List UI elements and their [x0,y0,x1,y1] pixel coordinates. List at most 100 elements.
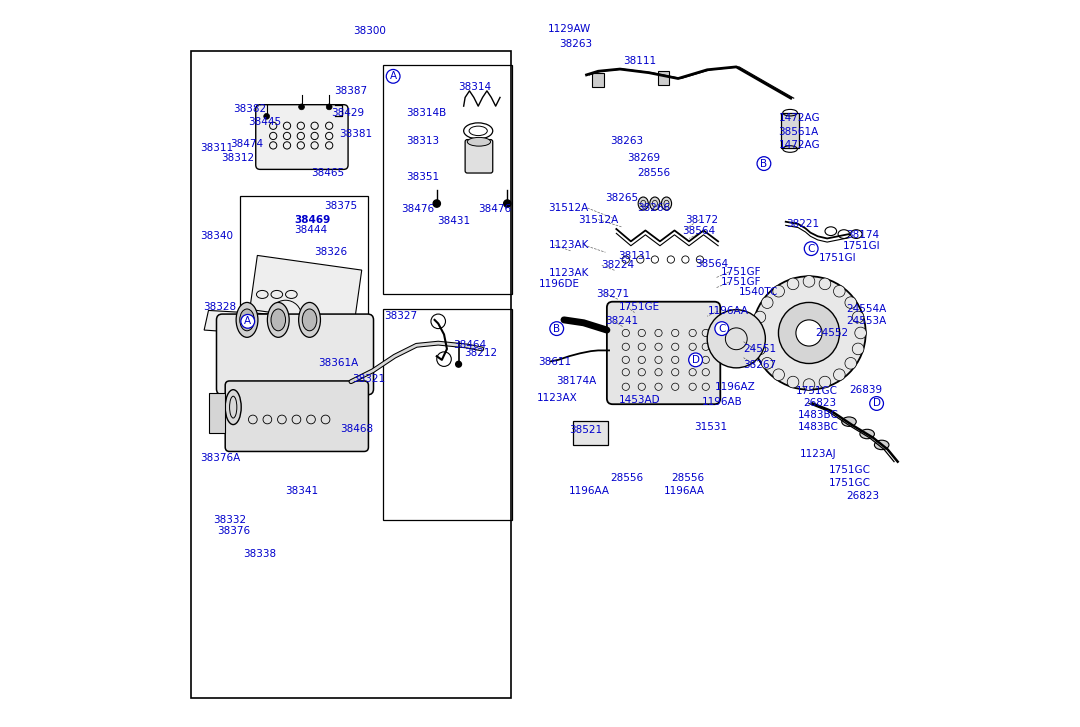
Text: 38314: 38314 [459,81,491,92]
Text: 1472AG: 1472AG [779,140,820,150]
Text: 1751GC: 1751GC [796,386,838,396]
Circle shape [761,358,773,369]
Text: 26839: 26839 [850,385,882,395]
Text: 1123AK: 1123AK [549,240,589,250]
Text: 38314B: 38314B [406,108,446,118]
Text: 24552: 24552 [815,328,849,338]
Text: 38444: 38444 [294,225,327,235]
Text: 1751GI: 1751GI [842,241,880,252]
Text: 38611: 38611 [539,357,571,367]
Bar [781,113,799,148]
Text: 38111: 38111 [623,56,656,66]
Text: 38172: 38172 [686,214,718,225]
Text: 38221: 38221 [786,219,820,229]
Text: 38465: 38465 [311,168,345,178]
Text: 38327: 38327 [383,311,417,321]
Text: 38312: 38312 [221,153,255,164]
Bar [383,309,512,520]
Ellipse shape [268,302,289,337]
Circle shape [804,379,814,390]
Text: 38468: 38468 [340,424,374,434]
Circle shape [779,302,839,364]
Text: 38332: 38332 [214,515,246,525]
Text: 38361A: 38361A [319,358,359,369]
Circle shape [804,276,814,287]
Circle shape [299,104,305,110]
Polygon shape [204,310,271,334]
Bar [573,421,608,445]
Text: B: B [553,324,561,334]
Text: 38351: 38351 [406,172,440,182]
Text: 31512A: 31512A [548,203,589,213]
Ellipse shape [860,429,875,439]
Text: C: C [718,324,726,334]
Text: 28556: 28556 [671,473,704,483]
Text: 38241: 38241 [606,316,638,326]
Ellipse shape [302,309,316,331]
FancyBboxPatch shape [226,381,368,451]
Text: 1453AD: 1453AD [619,395,660,405]
Text: 1196AB: 1196AB [702,397,743,407]
Text: 1123AJ: 1123AJ [800,449,837,459]
Circle shape [834,369,846,380]
Text: 28556: 28556 [610,473,643,483]
Text: 38269: 38269 [627,153,660,163]
Circle shape [707,310,766,368]
Text: 38311: 38311 [200,143,233,153]
Circle shape [796,320,822,346]
Ellipse shape [299,302,321,337]
Text: 38429: 38429 [332,108,364,118]
Circle shape [787,278,799,289]
Circle shape [854,327,866,339]
Text: A: A [390,71,396,81]
Text: 1123AK: 1123AK [549,268,589,278]
Bar [240,196,368,371]
Bar [383,65,512,294]
Bar [249,255,362,324]
Text: 1129AW: 1129AW [548,24,591,34]
Circle shape [773,286,784,297]
Ellipse shape [271,309,285,331]
Circle shape [787,377,799,388]
Text: 38521: 38521 [569,425,603,435]
Bar [592,73,604,87]
Text: 38476: 38476 [401,204,434,214]
Circle shape [773,369,784,380]
Text: 1123AX: 1123AX [537,393,578,403]
Ellipse shape [638,197,648,210]
Bar [191,51,511,698]
Text: 1196DE: 1196DE [539,278,580,289]
Text: 38464: 38464 [453,340,486,350]
Circle shape [852,311,864,323]
Text: 38263: 38263 [559,39,593,49]
Text: A: A [244,316,252,326]
Text: 1540TC: 1540TC [739,287,779,297]
Text: 38300: 38300 [353,25,386,36]
Text: 38267: 38267 [743,360,777,370]
Circle shape [761,297,773,308]
Text: 38474: 38474 [230,139,264,149]
FancyBboxPatch shape [256,105,348,169]
Text: 38382: 38382 [233,104,267,114]
Text: 31531: 31531 [694,422,727,433]
Text: 38381: 38381 [339,129,373,139]
Circle shape [845,358,856,369]
Ellipse shape [661,197,672,210]
Text: 1196AZ: 1196AZ [715,382,755,392]
Text: 38131: 38131 [618,251,651,261]
Text: 38174: 38174 [846,230,879,240]
Text: 38376: 38376 [217,526,251,536]
Ellipse shape [226,390,241,425]
Text: 28556: 28556 [637,168,671,178]
Text: 38212: 38212 [464,348,498,358]
Text: 1483BC: 1483BC [797,422,838,432]
Ellipse shape [650,197,660,210]
Text: 38564: 38564 [696,259,729,269]
Ellipse shape [875,440,889,449]
FancyBboxPatch shape [607,302,720,404]
Circle shape [852,343,864,355]
Text: 1472AG: 1472AG [779,113,820,123]
Text: 38431: 38431 [436,216,470,226]
Circle shape [433,200,441,207]
Circle shape [264,113,270,119]
